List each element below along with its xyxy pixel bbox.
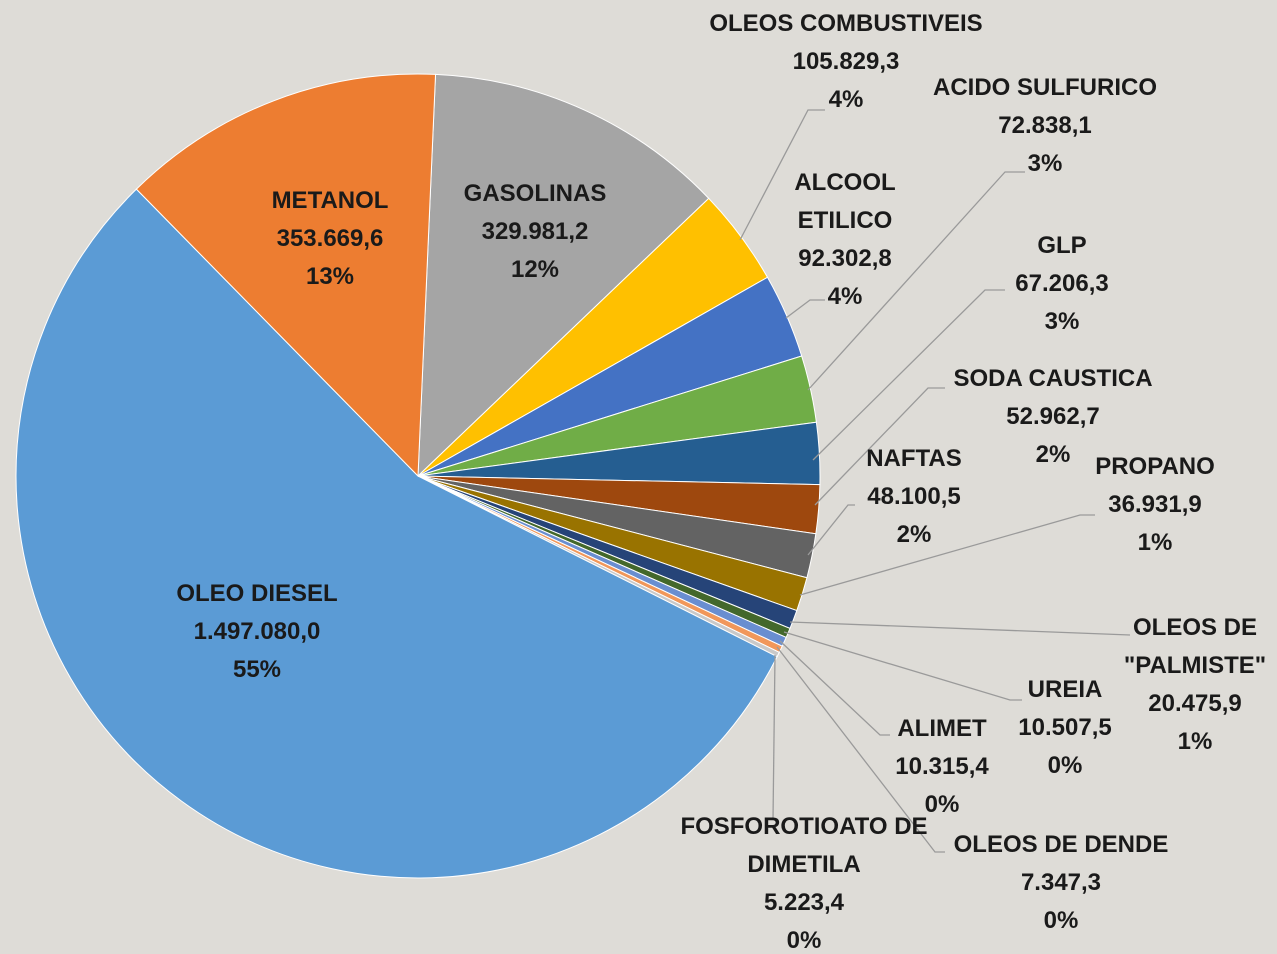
label-name: METANOL (271, 187, 389, 214)
label-value: 36.931,9 (1108, 491, 1202, 518)
label-percent: 2% (1035, 441, 1071, 468)
label-name: ACIDO SULFURICO (933, 74, 1157, 101)
data-label: PROPANO 36.931,9 1% (1075, 448, 1235, 562)
data-label: UREIA 10.507,5 0% (1005, 671, 1125, 785)
label-name: OLEO DIESEL (176, 580, 338, 607)
data-label: OLEOS DE "PALMISTE" 20.475,9 1% (1110, 609, 1277, 761)
data-label: GASOLINAS 329.981,2 12% (435, 175, 635, 289)
label-value: 105.829,3 (792, 48, 900, 75)
pie-slice (135, 73, 437, 478)
label-name: UREIA (1027, 676, 1103, 703)
label-name: SODA CAUSTICA (953, 365, 1153, 392)
label-value: 10.315,4 (895, 753, 989, 780)
data-label: ACIDO SULFURICO 72.838,1 3% (905, 69, 1185, 183)
pie-slice (15, 188, 778, 879)
data-label: OLEO DIESEL 1.497.080,0 55% (127, 575, 387, 689)
label-value: 353.669,6 (276, 225, 384, 252)
data-label: OLEOS DE DENDE 7.347,3 0% (931, 826, 1191, 940)
label-percent: 4% (828, 86, 864, 113)
leader-lines (739, 109, 1131, 853)
label-value: 7.347,3 (1020, 869, 1102, 896)
label-percent: 55% (232, 656, 282, 683)
data-label: GLP 67.206,3 3% (1002, 227, 1122, 341)
label-value: 5.223,4 (763, 889, 845, 916)
label-name: NAFTAS (866, 445, 962, 472)
label-percent: 1% (1137, 529, 1173, 556)
label-percent: 0% (1043, 907, 1079, 934)
label-value: 52.962,7 (1006, 403, 1100, 430)
label-value: 20.475,9 (1148, 690, 1242, 717)
label-name: OLEOS COMBUSTIVEIS (709, 10, 983, 37)
data-label: SODA CAUSTICA 52.962,7 2% (923, 360, 1183, 474)
data-label: FOSFOROTIOATO DE DIMETILA 5.223,4 0% (674, 808, 934, 954)
label-name: GASOLINAS (463, 180, 607, 207)
data-label: METANOL 353.669,6 13% (230, 182, 430, 296)
label-name: GLP (1037, 232, 1087, 259)
label-percent: 13% (305, 263, 355, 290)
label-value: 10.507,5 (1018, 714, 1112, 741)
label-percent: 0% (924, 791, 960, 818)
label-percent: 0% (786, 927, 822, 954)
data-label: ALCOOL ETILICO 92.302,8 4% (775, 164, 915, 316)
label-name: OLEOS DE "PALMISTE" (1123, 614, 1267, 679)
label-value: 72.838,1 (998, 112, 1092, 139)
label-value: 48.100,5 (867, 483, 961, 510)
data-label: OLEOS COMBUSTIVEIS 105.829,3 4% (676, 5, 1016, 119)
label-percent: 4% (827, 283, 863, 310)
label-percent: 0% (1047, 752, 1083, 779)
data-label: ALIMET 10.315,4 0% (882, 710, 1002, 824)
label-name: OLEOS DE DENDE (953, 831, 1169, 858)
label-value: 92.302,8 (798, 245, 892, 272)
pie-slice (417, 73, 710, 478)
label-name: PROPANO (1095, 453, 1215, 480)
label-value: 1.497.080,0 (193, 618, 321, 645)
label-percent: 12% (510, 256, 560, 283)
data-label: NAFTAS 48.100,5 2% (844, 440, 984, 554)
label-name: ALCOOL ETILICO (794, 169, 896, 234)
label-value: 67.206,3 (1015, 270, 1109, 297)
label-name: FOSFOROTIOATO DE DIMETILA (680, 813, 928, 878)
label-percent: 1% (1177, 728, 1213, 755)
label-percent: 3% (1027, 150, 1063, 177)
label-value: 329.981,2 (481, 218, 589, 245)
label-name: ALIMET (897, 715, 987, 742)
label-percent: 3% (1044, 308, 1080, 335)
label-percent: 2% (896, 521, 932, 548)
